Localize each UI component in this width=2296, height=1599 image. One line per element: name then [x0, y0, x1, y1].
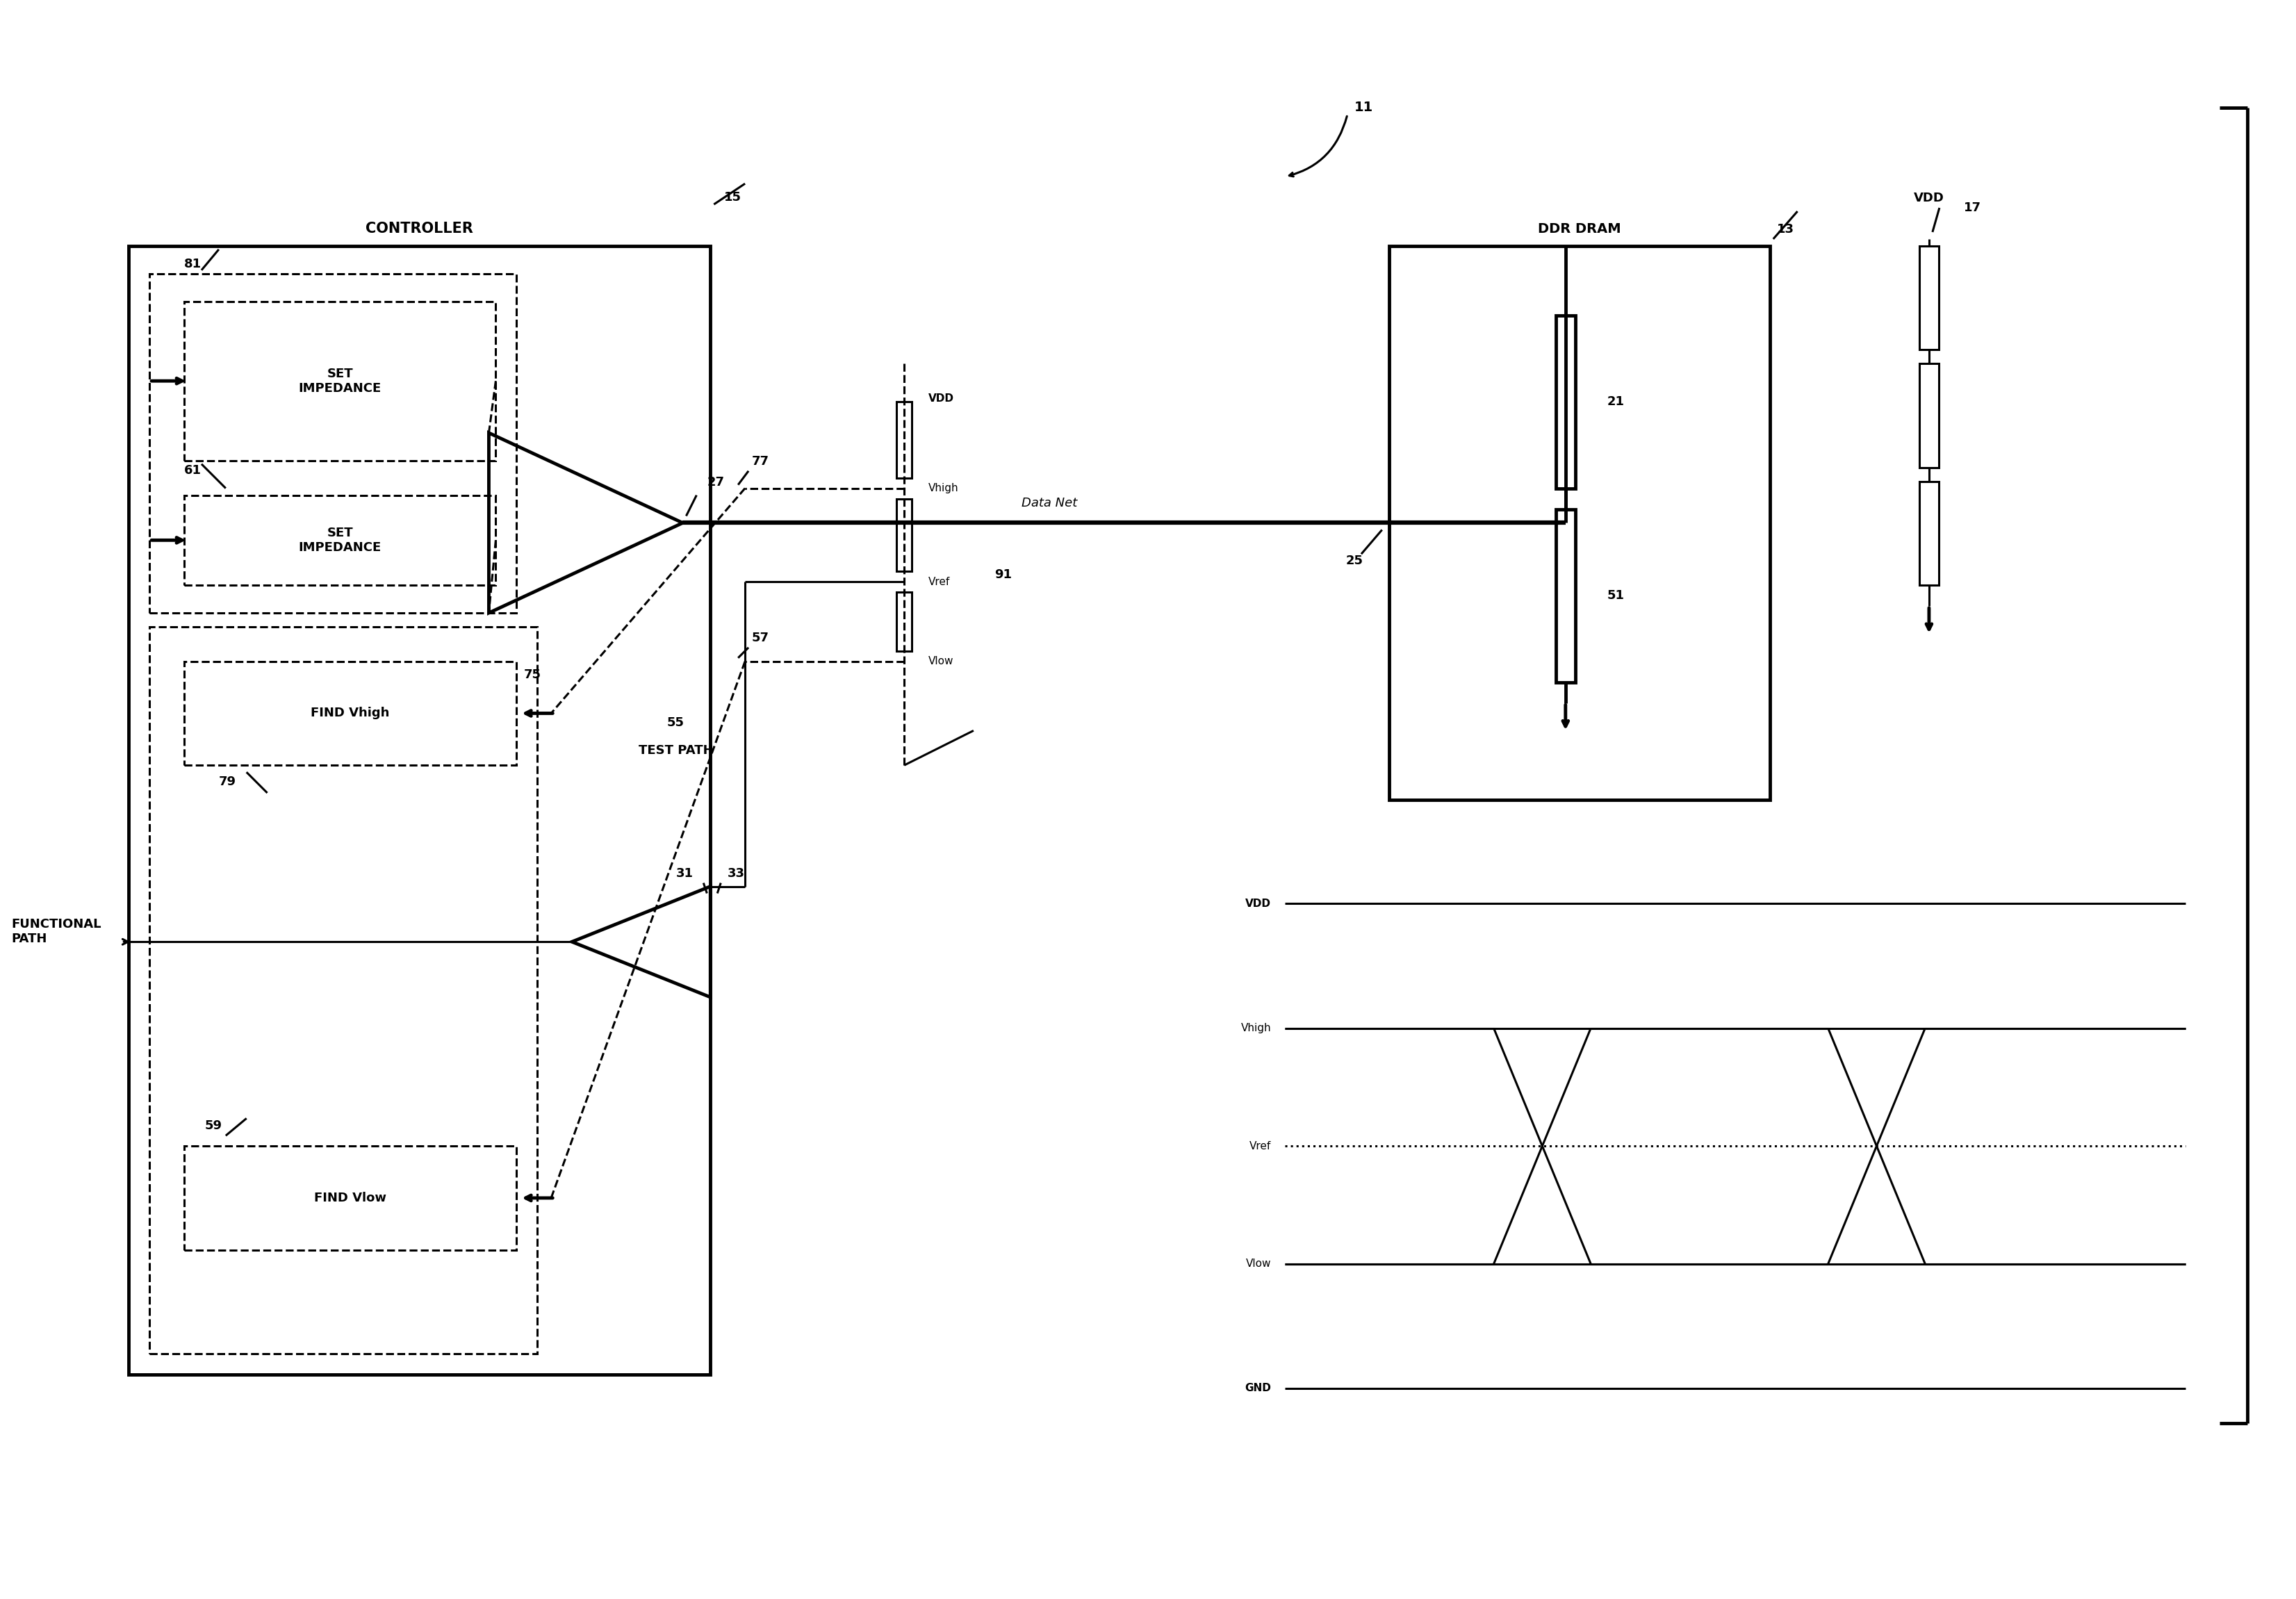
Text: 75: 75	[523, 668, 540, 681]
Bar	[1919, 481, 1938, 585]
Text: 59: 59	[204, 1119, 223, 1132]
Text: Vref: Vref	[1249, 1140, 1272, 1151]
Text: 51: 51	[1607, 590, 1623, 601]
Text: SET
IMPEDANCE: SET IMPEDANCE	[298, 526, 381, 553]
Text: VDD: VDD	[928, 393, 953, 403]
Bar	[1919, 363, 1938, 467]
Text: 55: 55	[666, 716, 684, 729]
Bar	[129, 246, 709, 1375]
Bar	[184, 301, 496, 461]
Bar	[184, 496, 496, 585]
Text: FUNCTIONAL
PATH: FUNCTIONAL PATH	[11, 918, 101, 945]
Text: DDR DRAM: DDR DRAM	[1538, 222, 1621, 235]
Bar	[1554, 508, 1575, 683]
Text: 21: 21	[1607, 395, 1623, 408]
Text: SET
IMPEDANCE: SET IMPEDANCE	[298, 368, 381, 395]
Text: Vhigh: Vhigh	[928, 483, 957, 494]
Bar	[184, 1146, 517, 1250]
Text: 25: 25	[1345, 555, 1362, 568]
Text: 13: 13	[1777, 222, 1793, 235]
Text: CONTROLLER: CONTROLLER	[365, 222, 473, 235]
Bar	[1389, 246, 1770, 800]
Text: 11: 11	[1355, 101, 1373, 114]
Text: 79: 79	[218, 776, 236, 788]
Text: 91: 91	[994, 569, 1010, 580]
Text: 15: 15	[723, 192, 742, 203]
Text: VDD: VDD	[1244, 899, 1272, 908]
Text: 27: 27	[707, 477, 723, 488]
Text: 33: 33	[728, 867, 744, 879]
Text: 17: 17	[1963, 201, 1981, 214]
Text: 61: 61	[184, 464, 202, 477]
Text: Vlow: Vlow	[1244, 1258, 1272, 1270]
Bar	[895, 499, 912, 571]
Text: TEST PATH: TEST PATH	[638, 745, 714, 756]
Text: Vlow: Vlow	[928, 656, 953, 667]
Text: Vhigh: Vhigh	[1240, 1023, 1272, 1033]
Text: Data Net: Data Net	[1022, 497, 1077, 508]
Bar	[184, 662, 517, 766]
Text: 77: 77	[751, 456, 769, 467]
Text: FIND Vhigh: FIND Vhigh	[310, 707, 390, 720]
Bar	[1554, 315, 1575, 488]
Text: FIND Vlow: FIND Vlow	[315, 1191, 386, 1204]
Text: GND: GND	[1244, 1383, 1272, 1394]
Bar	[1919, 246, 1938, 350]
Text: 57: 57	[751, 632, 769, 644]
Text: VDD: VDD	[1913, 192, 1945, 205]
Text: 81: 81	[184, 257, 202, 270]
Bar	[149, 627, 537, 1354]
Text: Vref: Vref	[928, 577, 951, 587]
Bar	[895, 401, 912, 478]
Bar	[149, 273, 517, 612]
Text: 31: 31	[675, 867, 693, 879]
Bar	[895, 592, 912, 651]
